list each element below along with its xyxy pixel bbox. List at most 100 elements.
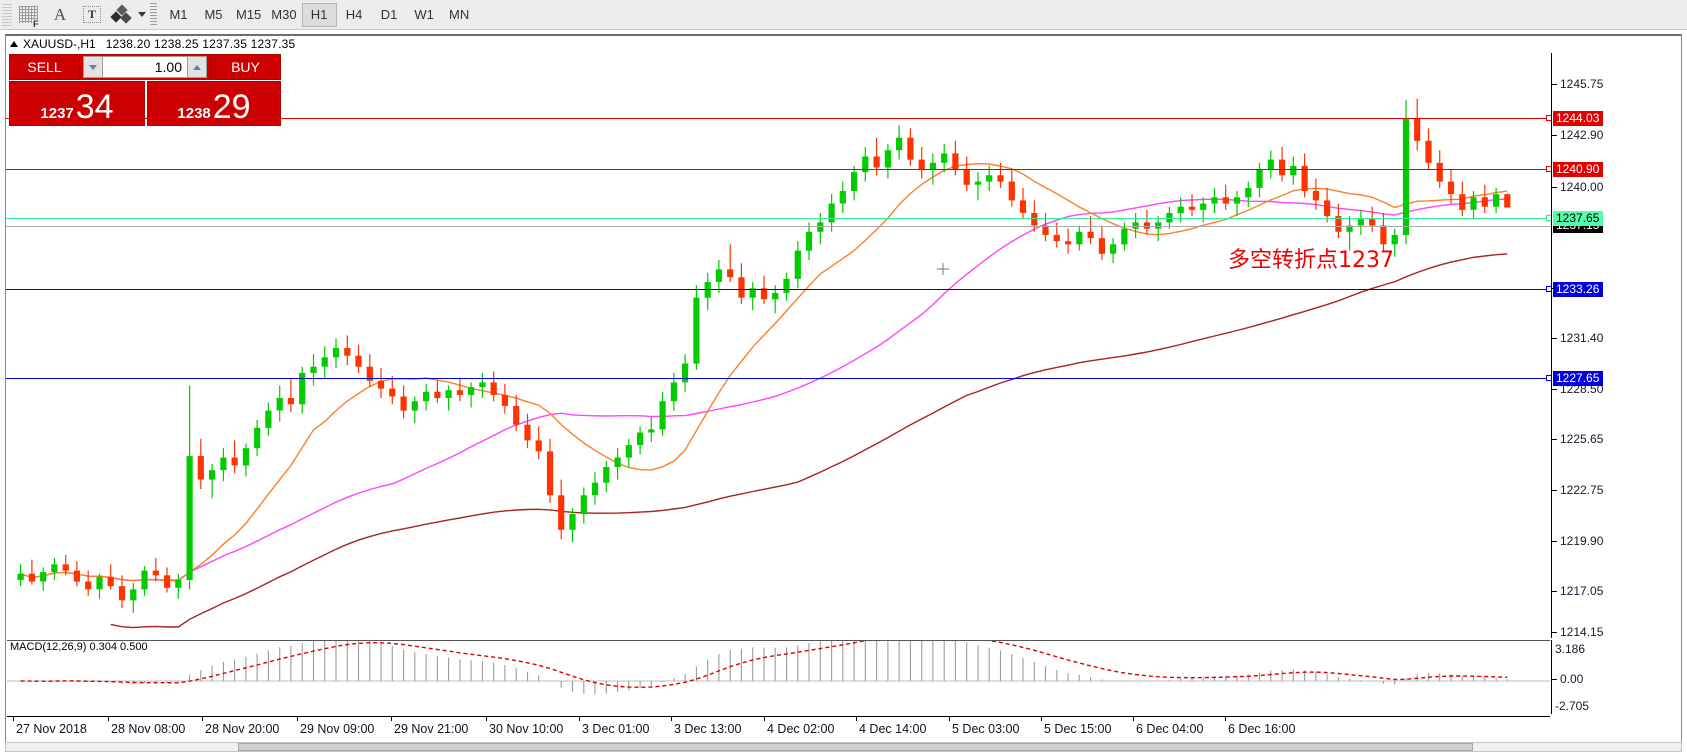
time-tick-label: 29 Nov 09:00 — [300, 722, 375, 736]
macd-tick-label: -2.705 — [1555, 699, 1590, 713]
timeframe-m1[interactable]: M1 — [169, 7, 188, 22]
timeframe-mn[interactable]: MN — [448, 7, 470, 22]
price-axis[interactable]: 1245.75 1242.90 1240.00 1234.25 1231.40 … — [1551, 53, 1681, 639]
scrollbar-thumb[interactable] — [238, 743, 1473, 751]
buy-price-quote[interactable]: 1238 29 — [147, 81, 281, 126]
time-tick-label: 6 Dec 16:00 — [1228, 722, 1296, 736]
symbol-info-bar: XAUUSD-,H1 1238.20 1238.25 1237.35 1237.… — [6, 36, 1681, 52]
time-tick-mark — [856, 717, 857, 721]
price-tick-label: 1242.90 — [1560, 128, 1604, 142]
sell-price-quote[interactable]: 1237 34 — [9, 81, 145, 126]
timeframe-w1[interactable]: W1 — [414, 7, 434, 22]
time-tick-label: 5 Dec 15:00 — [1044, 722, 1112, 736]
timeframe-toolbar-grip[interactable] — [150, 2, 157, 27]
price-tick: 1219.90 — [1552, 534, 1603, 548]
support-label-2[interactable]: 1227.65 — [1553, 371, 1604, 386]
macd-pane[interactable] — [7, 640, 1550, 714]
timeframe-d1[interactable]: D1 — [380, 7, 398, 22]
time-tick-label: 30 Nov 10:00 — [489, 722, 564, 736]
timeframe-m5[interactable]: M5 — [204, 7, 223, 22]
volume-input[interactable]: 1.00 — [103, 56, 187, 78]
main-toolbar: F A T M1 M5 M15 M30 H1 H4 D1 W1 MN — [0, 0, 1687, 30]
horizontal-scrollbar[interactable] — [5, 742, 1682, 752]
time-tick-mark — [297, 717, 298, 721]
time-tick-mark — [1225, 717, 1226, 721]
price-tick-label: 1225.65 — [1560, 432, 1604, 446]
price-tick-label: 1231.40 — [1560, 331, 1604, 345]
volume-control: 1.00 — [80, 54, 210, 80]
time-tick-label: 6 Dec 04:00 — [1136, 722, 1204, 736]
price-tick: 1214.15 — [1552, 625, 1603, 639]
time-tick-mark — [1133, 717, 1134, 721]
toolbar-grip[interactable] — [2, 3, 12, 26]
price-tick: 1222.75 — [1552, 483, 1603, 497]
time-tick-mark — [108, 717, 109, 721]
timeframe-h1[interactable]: H1 — [301, 2, 337, 27]
symbol-ohlc: 1238.20 1238.25 1237.35 1237.35 — [105, 37, 296, 51]
time-tick-mark — [202, 717, 203, 721]
price-tick-label: 1222.75 — [1560, 483, 1604, 497]
time-tick-label: 4 Dec 14:00 — [859, 722, 927, 736]
time-axis[interactable]: 27 Nov 2018 28 Nov 08:00 28 Nov 20:00 29 No… — [7, 716, 1550, 747]
price-chart-svg — [17, 98, 1511, 629]
chevron-down-icon[interactable] — [134, 2, 148, 28]
macd-tick: 3.186 — [1552, 642, 1585, 656]
timeframe-m15[interactable]: M15 — [236, 7, 262, 22]
resistance-label-1[interactable]: 1244.03 — [1553, 111, 1604, 126]
price-tick: 1217.05 — [1552, 584, 1603, 598]
macd-tick: 0.00 — [1552, 672, 1583, 686]
time-tick-mark — [486, 717, 487, 721]
macd-svg — [7, 641, 1550, 695]
timeframe-m30[interactable]: M30 — [271, 7, 297, 22]
buy-button[interactable]: BUY — [210, 54, 281, 80]
price-tick: 1240.00 — [1552, 180, 1603, 194]
macd-tick-label: 3.186 — [1555, 642, 1586, 656]
time-tick-label: 28 Nov 08:00 — [111, 722, 186, 736]
price-tick-label: 1219.90 — [1560, 534, 1604, 548]
buy-price-pips: 29 — [212, 88, 251, 126]
time-tick-mark — [671, 717, 672, 721]
time-tick-label: 27 Nov 2018 — [16, 722, 87, 736]
chart-window: XAUUSD-,H1 1238.20 1238.25 1237.35 1237.… — [5, 34, 1682, 748]
price-plot-area[interactable] — [7, 53, 1550, 638]
collapse-triangle-icon[interactable] — [10, 41, 18, 47]
symbol-name: XAUUSD-,H1 — [23, 37, 96, 51]
time-tick-label: 4 Dec 02:00 — [767, 722, 835, 736]
price-tick-label: 1217.05 — [1560, 584, 1604, 598]
price-tick: 1245.75 — [1552, 77, 1603, 91]
axis-corner — [1551, 716, 1681, 747]
time-tick-label: 5 Dec 03:00 — [952, 722, 1020, 736]
time-tick-label: 29 Nov 21:00 — [394, 722, 469, 736]
time-tick-mark — [391, 717, 392, 721]
timeframe-h4[interactable]: H4 — [345, 7, 363, 22]
price-tick-label: 1214.15 — [1560, 625, 1604, 639]
sell-price-pips: 34 — [75, 88, 114, 126]
time-tick-label: 28 Nov 20:00 — [205, 722, 280, 736]
macd-axis: 3.186 0.00 -2.705 — [1551, 640, 1681, 714]
macd-tick-label: 0.00 — [1560, 672, 1584, 686]
price-tick-label: 1245.75 — [1560, 77, 1604, 91]
price-tick: 1225.65 — [1552, 432, 1603, 446]
sell-price-whole: 1237 — [40, 105, 74, 122]
time-tick-label: 3 Dec 01:00 — [582, 722, 650, 736]
objects-icon[interactable] — [108, 2, 134, 28]
volume-increase-button[interactable] — [187, 56, 207, 78]
time-tick-label: 3 Dec 13:00 — [674, 722, 742, 736]
bid-price-label: 1237.65 — [1553, 211, 1604, 226]
support-label-1[interactable]: 1233.26 — [1553, 282, 1604, 297]
buy-price-whole: 1238 — [177, 105, 211, 122]
sell-button[interactable]: SELL — [9, 54, 80, 80]
price-tick: 1242.90 — [1552, 128, 1603, 142]
resistance-label-2[interactable]: 1240.90 — [1553, 162, 1604, 177]
time-tick-mark — [949, 717, 950, 721]
time-tick-mark — [764, 717, 765, 721]
text-box-icon[interactable]: T — [76, 2, 108, 28]
price-tick-label: 1240.00 — [1560, 180, 1604, 194]
crosshair-f-icon[interactable]: F — [12, 2, 44, 29]
time-tick-mark — [1041, 717, 1042, 721]
volume-decrease-button[interactable] — [83, 56, 103, 78]
text-label-icon[interactable]: A — [53, 4, 67, 24]
time-tick-mark — [13, 717, 14, 721]
pivot-note: 多空转折点1237 — [1228, 248, 1394, 273]
time-tick-mark — [579, 717, 580, 721]
